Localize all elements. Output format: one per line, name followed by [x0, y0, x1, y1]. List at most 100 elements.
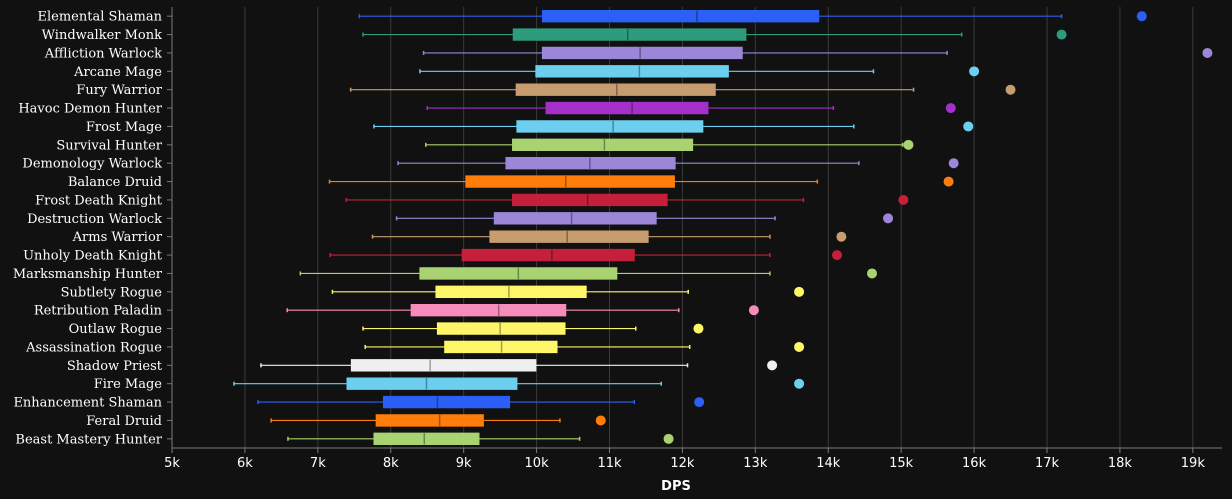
iqr-box	[465, 175, 675, 188]
outlier-point	[963, 121, 974, 132]
outlier-point	[748, 305, 759, 316]
box-series-subtlety-rogue	[331, 285, 805, 299]
outlier-point	[767, 360, 778, 371]
category-label: Demonology Warlock	[22, 157, 162, 172]
outlier-point	[1056, 29, 1067, 40]
y-axis: Elemental Shaman Windwalker Monk Afflictio…	[13, 7, 173, 448]
category-label: Balance Druid	[68, 175, 162, 190]
x-tick-label: 19k	[1181, 456, 1206, 471]
box-series-marksmanship-hunter	[299, 267, 877, 280]
box-series-arms-warrior	[371, 230, 847, 243]
outlier-point	[1202, 47, 1213, 58]
outlier-point	[1136, 11, 1147, 22]
outlier-point	[883, 213, 894, 224]
outlier-point	[943, 176, 954, 187]
box-series-demonology-warlock	[397, 156, 959, 170]
x-tick-label: 14k	[816, 456, 841, 471]
outlier-point	[898, 194, 909, 205]
outlier-point	[836, 231, 847, 242]
outlier-point	[693, 323, 704, 334]
outlier-point	[945, 103, 956, 114]
box-series-destruction-warlock	[395, 212, 894, 225]
category-label: Arms Warrior	[72, 230, 163, 245]
iqr-box	[489, 230, 649, 243]
box-series-retribution-paladin	[286, 303, 759, 317]
category-label: Enhancement Shaman	[13, 396, 162, 411]
iqr-box	[382, 395, 511, 409]
category-label: Beast Mastery Hunter	[15, 432, 162, 447]
category-label: Fury Warrior	[76, 83, 162, 98]
category-label: Frost Mage	[86, 120, 162, 135]
box-series-affliction-warlock	[422, 46, 1213, 60]
iqr-box	[515, 83, 716, 96]
iqr-box	[541, 46, 743, 60]
outlier-point	[794, 286, 805, 297]
box-series-fury-warrior	[349, 83, 1016, 96]
x-tick-label: 17k	[1035, 456, 1060, 471]
iqr-box	[545, 101, 709, 115]
iqr-box	[541, 9, 820, 23]
iqr-box	[444, 340, 558, 354]
category-label: Havoc Demon Hunter	[18, 102, 162, 117]
x-tick-label: 18k	[1108, 456, 1133, 471]
box-series-elemental-shaman	[358, 9, 1147, 23]
x-axis-title: DPS	[661, 479, 691, 494]
category-label: Assassination Rogue	[25, 340, 162, 355]
iqr-box	[410, 303, 567, 317]
category-label: Elemental Shaman	[38, 10, 163, 25]
box-series-survival-hunter	[425, 138, 914, 152]
box-series-enhancement-shaman	[257, 395, 705, 409]
x-tick-label: 12k	[670, 456, 695, 471]
x-axis: 5k 6k 7k 8k 9k 10k 11k 12k 13k 14k 15k 16k 17k 18k 19k	[164, 447, 1222, 471]
category-label: Unholy Death Knight	[23, 249, 163, 264]
outlier-point	[794, 341, 805, 352]
category-label: Fire Mage	[94, 377, 163, 392]
x-tick-label: 16k	[962, 456, 987, 471]
box-series-beast-mastery-hunter	[287, 432, 674, 446]
x-tick-label: 8k	[383, 456, 399, 471]
box-series-group	[233, 9, 1213, 446]
box-series-shadow-priest	[260, 359, 778, 372]
category-label: Feral Druid	[86, 414, 162, 429]
box-series-unholy-death-knight	[329, 248, 842, 262]
box-series-arcane-mage	[419, 65, 980, 78]
category-label: Affliction Warlock	[44, 46, 162, 61]
category-label: Arcane Mage	[73, 65, 162, 80]
iqr-box	[346, 377, 518, 390]
outlier-point	[794, 378, 805, 389]
outlier-point	[948, 158, 959, 169]
box-series-fire-mage	[233, 377, 805, 390]
category-label: Outlaw Rogue	[69, 322, 163, 337]
iqr-box	[435, 285, 587, 299]
x-tick-label: 10k	[525, 456, 550, 471]
category-label: Marksmanship Hunter	[13, 267, 163, 282]
iqr-box	[516, 120, 704, 133]
x-tick-label: 7k	[310, 456, 326, 471]
outlier-point	[969, 66, 980, 77]
iqr-box	[512, 193, 668, 207]
x-tick-label: 9k	[456, 456, 472, 471]
iqr-box	[512, 28, 747, 41]
box-series-frost-mage	[373, 120, 974, 133]
category-label: Subtlety Rogue	[61, 285, 163, 300]
x-tick-label: 13k	[743, 456, 768, 471]
category-label: Frost Death Knight	[35, 193, 163, 208]
outlier-point	[1005, 84, 1016, 95]
box-series-havoc-demon-hunter	[426, 101, 956, 115]
iqr-box	[350, 359, 537, 372]
category-label: Windwalker Monk	[42, 28, 162, 43]
box-series-balance-druid	[328, 175, 954, 188]
box-series-windwalker-monk	[362, 28, 1067, 41]
box-series-feral-druid	[270, 414, 606, 427]
x-tick-label: 15k	[889, 456, 914, 471]
outlier-point	[832, 250, 842, 261]
category-label: Retribution Paladin	[34, 304, 163, 319]
iqr-box	[505, 156, 676, 170]
category-label: Shadow Priest	[67, 359, 163, 374]
iqr-box	[493, 212, 657, 225]
outlier-point	[867, 268, 877, 279]
outlier-point	[663, 433, 674, 444]
x-tick-label: 11k	[597, 456, 622, 471]
iqr-box	[419, 267, 618, 280]
